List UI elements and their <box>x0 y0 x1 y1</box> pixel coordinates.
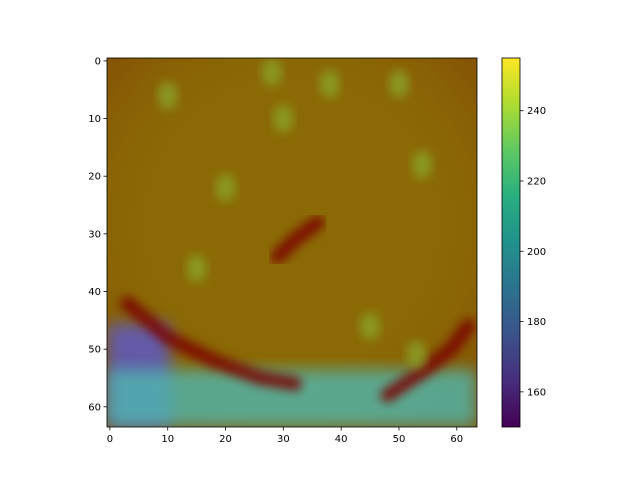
heatmap-image <box>107 58 477 427</box>
overlay-region-5-blob-8 <box>360 312 381 341</box>
y-axis: 0 10 20 30 40 50 60 <box>88 56 107 413</box>
overlay-region-3 <box>270 215 326 264</box>
plot-frame <box>106 57 478 428</box>
x-tick-label-0: 0 <box>107 434 113 445</box>
x-tick-label-50: 50 <box>393 434 406 445</box>
x-tick-label-10: 10 <box>161 434 174 445</box>
y-tick-label-30: 30 <box>88 229 101 240</box>
colorbar <box>501 57 521 428</box>
overlay-region-5-blob-2 <box>273 104 294 133</box>
y-tick-label-50: 50 <box>88 345 101 356</box>
overlay-region-5-blob-7 <box>186 254 207 283</box>
y-tick-label-40: 40 <box>88 287 101 298</box>
overlay-region-5-blob-1 <box>261 58 282 87</box>
x-tick-label-60: 60 <box>450 434 463 445</box>
y-tick-label-0: 0 <box>95 56 101 67</box>
colorbar-tick-label-200: 200 <box>527 247 546 258</box>
overlay-region-5-blob-4 <box>388 69 409 98</box>
x-tick-label-20: 20 <box>219 434 232 445</box>
overlay-region-5-blob-9 <box>406 340 427 369</box>
colorbar-axis: 160 180 200 220 240 <box>520 106 546 398</box>
colorbar-tick-label-180: 180 <box>527 317 546 328</box>
y-tick-label-10: 10 <box>88 114 101 125</box>
overlay-region-4 <box>380 319 476 403</box>
overlay-region-2 <box>120 296 302 391</box>
overlay-region-5-blob-3 <box>319 69 340 98</box>
x-tick-label-40: 40 <box>335 434 348 445</box>
overlay-region-5-blob-6 <box>215 173 236 202</box>
x-tick-label-30: 30 <box>277 434 290 445</box>
colorbar-tick-label-160: 160 <box>527 387 546 398</box>
overlay-region-5-blob-5 <box>412 150 433 179</box>
heatmap-blobs <box>107 58 477 427</box>
colorbar-tick-label-220: 220 <box>527 177 546 188</box>
y-tick-label-60: 60 <box>88 402 101 413</box>
x-axis: 0 10 20 30 40 50 60 <box>107 427 463 445</box>
overlay-region-5-blob-0 <box>157 81 178 110</box>
colorbar-tick-label-240: 240 <box>527 106 546 117</box>
y-tick-label-20: 20 <box>88 172 101 183</box>
